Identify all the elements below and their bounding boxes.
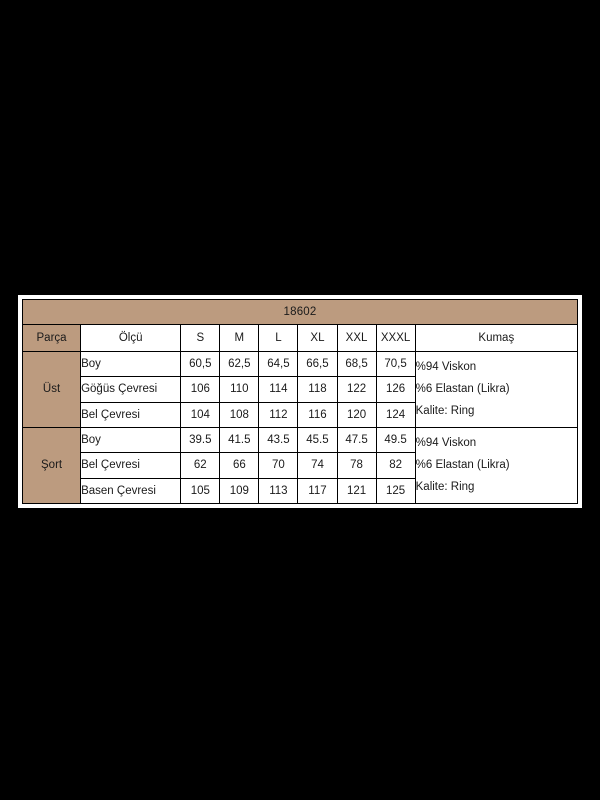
value-xl: 74 (297, 452, 338, 479)
table-row: Bel Çevresi 62 66 70 74 78 82 (23, 452, 578, 479)
size-chart-frame: 18602 Parça Ölçü S M L XL XXL XXXL Kumaş… (18, 295, 582, 508)
table-row: Şort Boy 39.5 41.5 43.5 45.5 47.5 49.5 %… (21, 426, 579, 505)
value-l: 114 (258, 376, 299, 403)
column-header-xl: XL (297, 324, 338, 352)
measure-label: Göğüs Çevresi (80, 376, 182, 403)
value-xxl: 47.5 (336, 426, 377, 454)
value-m: 109 (219, 477, 260, 505)
value-s: 39.5 (180, 426, 221, 454)
measure-label: Bel Çevresi (80, 401, 182, 428)
size-chart-table: 18602 Parça Ölçü S M L XL XXL XXXL Kumaş… (21, 298, 579, 505)
fabric-composition-sort: %94 Viskon %6 Elastan (Likra) Kalite: Ri… (414, 426, 579, 505)
value-m: 41.5 (219, 426, 260, 454)
value-xxxl: 124 (375, 401, 416, 428)
value-xl: 118 (297, 376, 338, 403)
value-xl: 66,5 (297, 350, 338, 378)
table-header-row: Parça Ölçü S M L XL XXL XXXL Kumaş (21, 324, 579, 352)
group-label-sort: Şort (21, 426, 82, 505)
table-row: Bel Çevresi 104 108 112 116 120 124 (23, 401, 578, 428)
column-header-parca: Parça (21, 324, 82, 352)
value-l: 113 (258, 477, 299, 505)
value-xxxl: 125 (375, 477, 416, 505)
value-m: 62,5 (219, 350, 260, 378)
column-header-kumas: Kumaş (414, 324, 579, 352)
column-header-xxxl: XXXL (375, 324, 416, 352)
value-s: 62 (180, 452, 221, 479)
column-header-olcu: Ölçü (80, 324, 182, 352)
fabric-line-3: Kalite: Ring (415, 481, 475, 494)
value-xxxl: 82 (375, 452, 416, 479)
product-code-title: 18602 (22, 298, 578, 326)
value-m: 110 (219, 376, 260, 403)
value-xxl: 120 (336, 401, 377, 428)
value-l: 112 (258, 401, 299, 428)
measure-label: Basen Çevresi (80, 477, 182, 505)
value-m: 66 (219, 452, 260, 479)
fabric-line-2: %6 Elastan (Likra) (415, 459, 510, 472)
value-s: 60,5 (180, 350, 221, 378)
column-header-l: L (258, 324, 299, 352)
measure-label: Boy (80, 350, 182, 378)
value-s: 105 (180, 477, 221, 505)
measure-label: Boy (80, 426, 182, 454)
value-s: 104 (180, 401, 221, 428)
value-xxl: 68,5 (336, 350, 377, 378)
fabric-line-3: Kalite: Ring (415, 405, 475, 418)
value-xl: 45.5 (297, 426, 338, 454)
group-label-ust: Üst (21, 350, 82, 428)
value-xl: 117 (297, 477, 338, 505)
table-row: Basen Çevresi 105 109 113 117 121 125 (23, 477, 578, 505)
value-m: 108 (219, 401, 260, 428)
fabric-line-1: %94 Viskon (415, 437, 477, 450)
value-xxxl: 70,5 (375, 350, 416, 378)
value-xxl: 78 (336, 452, 377, 479)
value-xl: 116 (297, 401, 338, 428)
column-header-xxl: XXL (336, 324, 377, 352)
value-xxl: 122 (336, 376, 377, 403)
value-s: 106 (180, 376, 221, 403)
value-xxl: 121 (336, 477, 377, 505)
value-l: 70 (258, 452, 299, 479)
value-l: 64,5 (258, 350, 299, 378)
fabric-composition-ust: %94 Viskon %6 Elastan (Likra) Kalite: Ri… (414, 350, 579, 428)
column-header-s: S (180, 324, 221, 352)
value-xxxl: 49.5 (375, 426, 416, 454)
column-header-m: M (219, 324, 260, 352)
value-xxxl: 126 (375, 376, 416, 403)
table-row: Göğüs Çevresi 106 110 114 118 122 126 (23, 376, 578, 403)
fabric-line-1: %94 Viskon (415, 361, 477, 374)
table-row: Üst Boy 60,5 62,5 64,5 66,5 68,5 70,5 %9… (21, 350, 579, 428)
measure-label: Bel Çevresi (80, 452, 182, 479)
fabric-line-2: %6 Elastan (Likra) (415, 383, 510, 396)
value-l: 43.5 (258, 426, 299, 454)
table-title-row: 18602 (22, 298, 578, 326)
